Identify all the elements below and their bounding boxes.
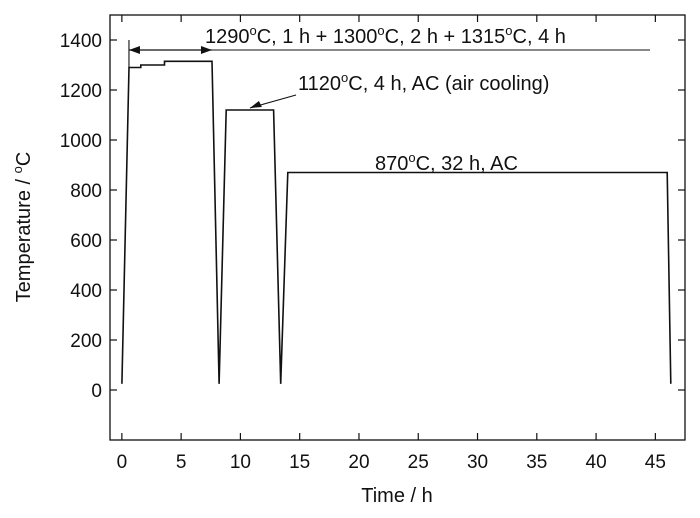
annotation-text: C, 4 h — [513, 26, 566, 48]
annotation-text: 870 — [375, 153, 408, 175]
series-group — [121, 60, 672, 384]
axis-ticks: 0 5 10 15 20 25 30 35 40 45 0 200 400 600 800 1000 1200 1… — [60, 15, 685, 473]
degree-sign: o — [408, 150, 415, 165]
x-tick-label: 45 — [645, 452, 666, 473]
degree-sign: o — [341, 70, 348, 85]
plot-frame — [109, 14, 686, 441]
y-tick-label: 200 — [70, 331, 102, 352]
y-tick-label: 800 — [70, 181, 102, 202]
annotation-text: C, 32 h, AC — [416, 153, 518, 175]
arrow-head-right — [200, 46, 212, 54]
x-axis-title: Time / h — [361, 485, 433, 507]
annotation-text: C, 2 h + 1315 — [385, 26, 506, 48]
x-tick-label: 5 — [176, 452, 187, 473]
degree-sign: o — [250, 23, 257, 38]
annotation-text: 1290 — [205, 26, 250, 48]
degree-sign: o — [377, 23, 384, 38]
y-tick-label: 600 — [70, 231, 102, 252]
annotation-solution-treatment: 1290oC, 1 h + 1300oC, 2 h + 1315oC, 4 h — [205, 23, 566, 48]
y-tick-label: 400 — [70, 281, 102, 302]
x-tick-label: 20 — [348, 452, 369, 473]
temperature-profile-line — [121, 60, 672, 384]
annotation-text: C, 4 h, AC (air cooling) — [348, 73, 549, 95]
y-tick-label: 1400 — [60, 31, 102, 52]
annotation-text: 1120 — [298, 73, 341, 95]
y-axis-title-degree: o — [10, 166, 25, 173]
x-tick-label: 35 — [526, 452, 547, 473]
annotation-text: C, 1 h + 1300 — [257, 26, 378, 48]
x-tick-label: 15 — [289, 452, 310, 473]
y-tick-label: 1000 — [60, 131, 102, 152]
x-tick-label: 25 — [408, 452, 429, 473]
x-tick-label: 10 — [230, 452, 251, 473]
annotation-secondary-aging: 870oC, 32 h, AC — [375, 150, 518, 175]
x-tick-label: 30 — [467, 452, 488, 473]
annotations-group: 1290oC, 1 h + 1300oC, 2 h + 1315oC, 4 h1… — [128, 23, 650, 175]
arrow-head-left — [128, 46, 140, 54]
primary-aging-arrow-head — [249, 101, 262, 108]
y-axis-title: Temperature / oC — [10, 152, 35, 303]
y-tick-label: 1200 — [60, 81, 102, 102]
annotation-primary-aging: 1120oC, 4 h, AC (air cooling) — [298, 70, 549, 95]
x-tick-label: 40 — [586, 452, 607, 473]
x-tick-label: 0 — [117, 452, 128, 473]
y-axis-title-main: Temperature / — [13, 173, 35, 302]
y-tick-label: 0 — [91, 381, 102, 402]
y-axis-title-unit: C — [13, 152, 35, 166]
degree-sign: o — [505, 23, 512, 38]
